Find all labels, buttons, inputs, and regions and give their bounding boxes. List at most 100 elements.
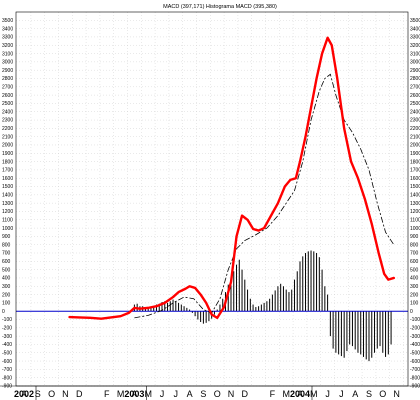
y-tick-label-right: 1900: [410, 151, 420, 157]
x-month-label: M: [144, 389, 152, 399]
y-tick-label-left: 2300: [2, 118, 13, 124]
x-month-label: N: [393, 389, 400, 399]
y-tick-label-left: 2700: [2, 85, 13, 91]
y-tick-label-left: 1600: [2, 176, 13, 182]
y-tick-label-left: 3400: [2, 26, 13, 32]
x-month-label: S: [200, 389, 206, 399]
x-month-label: O: [214, 389, 221, 399]
y-tick-label-left: 1400: [2, 193, 13, 199]
y-tick-label-left: 800: [2, 242, 11, 248]
y-tick-label-left: -500: [2, 350, 12, 356]
right-axis-ticks: 3500340033003200310030002900280027002600…: [410, 18, 420, 390]
y-tick-label-right: 1100: [410, 217, 420, 223]
y-tick-label-right: 900: [410, 234, 419, 240]
y-tick-label-right: -200: [410, 326, 420, 332]
x-month-label: N: [62, 389, 69, 399]
y-tick-label-right: -800: [410, 375, 420, 381]
y-tick-label-right: 0: [410, 309, 413, 315]
y-tick-label-right: 200: [410, 292, 419, 298]
y-tick-label-left: 2200: [2, 126, 13, 132]
y-tick-label-right: 2000: [410, 143, 420, 149]
y-tick-label-right: -600: [410, 359, 420, 365]
y-tick-label-left: -900: [2, 384, 12, 390]
y-tick-label-right: -500: [410, 350, 420, 356]
y-tick-label-left: 300: [2, 284, 11, 290]
x-month-label: M: [310, 389, 318, 399]
y-tick-label-left: 1500: [2, 184, 13, 190]
y-tick-label-left: 700: [2, 251, 11, 257]
y-tick-label-left: 900: [2, 234, 11, 240]
y-tick-label-right: 2300: [410, 118, 420, 124]
x-month-label: N: [228, 389, 235, 399]
y-tick-label-left: -200: [2, 326, 12, 332]
y-tick-label-right: 300: [410, 284, 419, 290]
y-tick-label-right: 1300: [410, 201, 420, 207]
y-tick-label-right: 3100: [410, 51, 420, 57]
y-tick-label-left: -300: [2, 334, 12, 340]
x-month-label: D: [76, 389, 83, 399]
y-tick-label-left: 3100: [2, 51, 13, 57]
y-tick-label-left: 200: [2, 292, 11, 298]
y-tick-label-left: 100: [2, 301, 11, 307]
y-tick-label-right: 3300: [410, 35, 420, 41]
y-tick-label-left: 2500: [2, 101, 13, 107]
x-year-label: 2002: [14, 389, 34, 399]
y-tick-label-left: 3500: [2, 18, 13, 24]
y-tick-label-right: 2600: [410, 93, 420, 99]
y-tick-label-right: 1600: [410, 176, 420, 182]
x-month-label: S: [366, 389, 372, 399]
y-tick-label-right: 3500: [410, 18, 420, 24]
y-tick-label-left: 500: [2, 267, 11, 273]
y-tick-label-right: 1200: [410, 209, 420, 215]
x-month-label: J: [325, 389, 330, 399]
y-tick-label-right: 100: [410, 301, 419, 307]
y-tick-label-left: -400: [2, 342, 12, 348]
macd-line: [68, 36, 396, 320]
y-tick-label-left: 3000: [2, 60, 13, 66]
y-tick-label-left: 1100: [2, 217, 13, 223]
y-tick-label-right: -700: [410, 367, 420, 373]
y-tick-label-right: 2900: [410, 68, 420, 74]
signal-line: [134, 73, 395, 319]
y-tick-label-left: 1300: [2, 201, 13, 207]
x-month-label: F: [270, 389, 276, 399]
y-tick-label-right: 3400: [410, 26, 420, 32]
x-month-label: A: [131, 389, 137, 399]
y-tick-label-right: 2700: [410, 85, 420, 91]
y-tick-label-right: 2100: [410, 134, 420, 140]
y-tick-label-right: 2500: [410, 101, 420, 107]
y-tick-label-right: 600: [410, 259, 419, 265]
y-tick-label-left: 1800: [2, 159, 13, 165]
y-tick-label-right: 700: [410, 251, 419, 257]
y-tick-label-left: 1000: [2, 226, 13, 232]
y-tick-label-left: 2000: [2, 143, 13, 149]
x-month-label: A: [352, 389, 358, 399]
y-tick-label-left: 3300: [2, 35, 13, 41]
x-month-label: F: [104, 389, 110, 399]
y-tick-label-left: 400: [2, 276, 11, 282]
x-month-label: A: [187, 389, 193, 399]
y-tick-label-right: 500: [410, 267, 419, 273]
y-tick-label-right: -300: [410, 334, 420, 340]
y-tick-label-right: 1700: [410, 168, 420, 174]
x-month-label: J: [339, 389, 344, 399]
y-tick-label-right: 1500: [410, 184, 420, 190]
y-tick-label-left: 1900: [2, 151, 13, 157]
y-tick-label-right: 2800: [410, 76, 420, 82]
x-month-label: D: [242, 389, 249, 399]
y-tick-label-left: -100: [2, 317, 12, 323]
y-tick-label-right: 3000: [410, 60, 420, 66]
y-tick-label-left: 600: [2, 259, 11, 265]
y-tick-label-left: 2800: [2, 76, 13, 82]
grid: [16, 12, 408, 387]
y-tick-label-right: -400: [410, 342, 420, 348]
x-month-label: M: [117, 389, 125, 399]
x-month-label: O: [48, 389, 55, 399]
y-tick-label-right: 3200: [410, 43, 420, 49]
x-month-label: M: [282, 389, 290, 399]
y-tick-label-left: -700: [2, 367, 12, 373]
x-month-label: O: [379, 389, 386, 399]
